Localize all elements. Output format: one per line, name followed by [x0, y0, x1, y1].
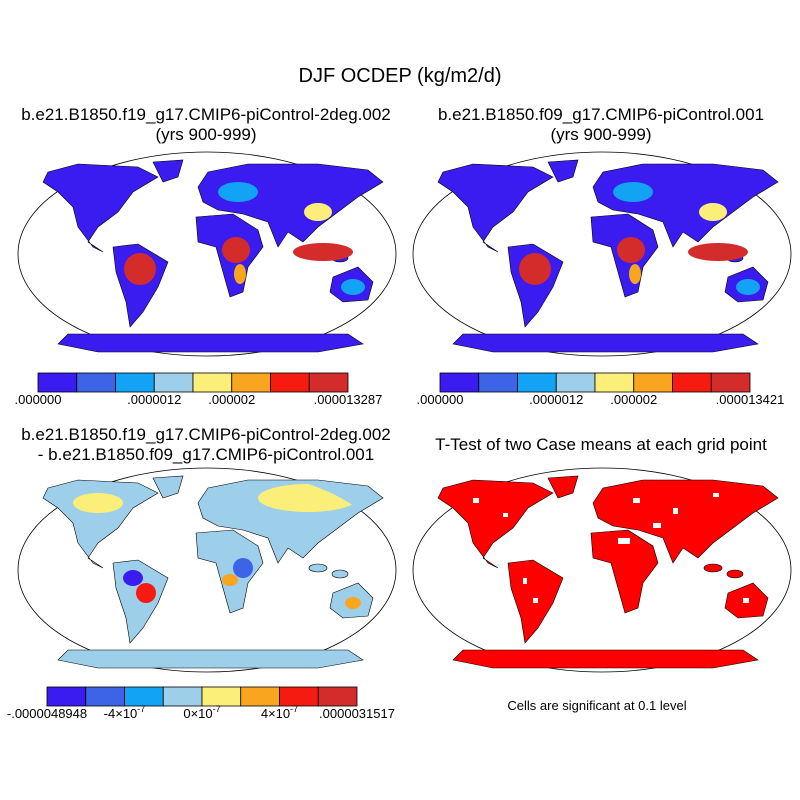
colorbar-box: [555, 372, 596, 393]
label-exponent: -7: [137, 704, 145, 714]
label-base: 0×10: [183, 706, 212, 721]
map: [412, 467, 792, 673]
colorbar-box: [37, 372, 78, 393]
panel-title: - b.e21.B1850.f09_g17.CMIP6-piControl.00…: [38, 445, 374, 464]
colorbar-box: [115, 372, 155, 393]
colorbar-box: [240, 686, 280, 707]
colorbar-label: .000002: [208, 392, 255, 407]
colorbar-box: [710, 372, 751, 393]
colorbar-label: .0000012: [127, 392, 181, 407]
colorbar-label: .000013421: [716, 392, 785, 407]
colorbar-box: [317, 686, 358, 707]
colorbar-label: -.0000048948: [7, 706, 87, 721]
panel-note: Cells are significant at 0.1 level: [507, 698, 686, 713]
colorbar-label: .000000: [417, 392, 464, 407]
colorbar-box: [478, 372, 518, 393]
map: [17, 467, 397, 673]
colorbar-box: [153, 372, 194, 393]
colorbar-label: .000000: [15, 392, 62, 407]
colorbar-box: [201, 686, 242, 707]
colorbar-box: [270, 372, 310, 393]
colorbar-box: [517, 372, 557, 393]
panel-title: (yrs 900-999): [550, 125, 651, 144]
colorbar-box: [594, 372, 635, 393]
colorbar-box: [46, 686, 87, 707]
label-exponent: -7: [213, 704, 221, 714]
colorbar-label: .0000031517: [319, 706, 395, 721]
colorbar-box: [279, 686, 319, 707]
colorbar-box: [162, 686, 203, 707]
colorbar-label: 0×10-7: [183, 704, 220, 721]
colorbar-box: [633, 372, 673, 393]
colorbar-label: .0000012: [529, 392, 583, 407]
map: [412, 151, 792, 357]
colorbar-label: .000002: [610, 392, 657, 407]
panel-title: b.e21.B1850.f19_g17.CMIP6-piControl-2deg…: [21, 425, 391, 444]
label-base: -4×10: [104, 706, 138, 721]
colorbar-label: 4×10-7: [261, 704, 298, 721]
colorbar-box: [85, 686, 125, 707]
label-exponent: -7: [290, 704, 298, 714]
label-base: 4×10: [261, 706, 290, 721]
colorbar-label: .000013287: [314, 392, 383, 407]
panel-title: (yrs 900-999): [155, 125, 256, 144]
colorbar-box: [308, 372, 349, 393]
panel-title: b.e21.B1850.f19_g17.CMIP6-piControl-2deg…: [21, 105, 391, 124]
panel-title: b.e21.B1850.f09_g17.CMIP6-piControl.001: [438, 105, 764, 124]
colorbar-label: -4×10-7: [104, 704, 146, 721]
colorbar-box: [192, 372, 233, 393]
colorbar-box: [76, 372, 116, 393]
panel-title: T-Test of two Case means at each grid po…: [435, 435, 767, 454]
colorbar-box: [439, 372, 480, 393]
colorbar-box: [672, 372, 712, 393]
colorbar-box: [231, 372, 271, 393]
map: [17, 151, 397, 357]
figure-title: DJF OCDEP (kg/m2/d): [299, 65, 502, 87]
